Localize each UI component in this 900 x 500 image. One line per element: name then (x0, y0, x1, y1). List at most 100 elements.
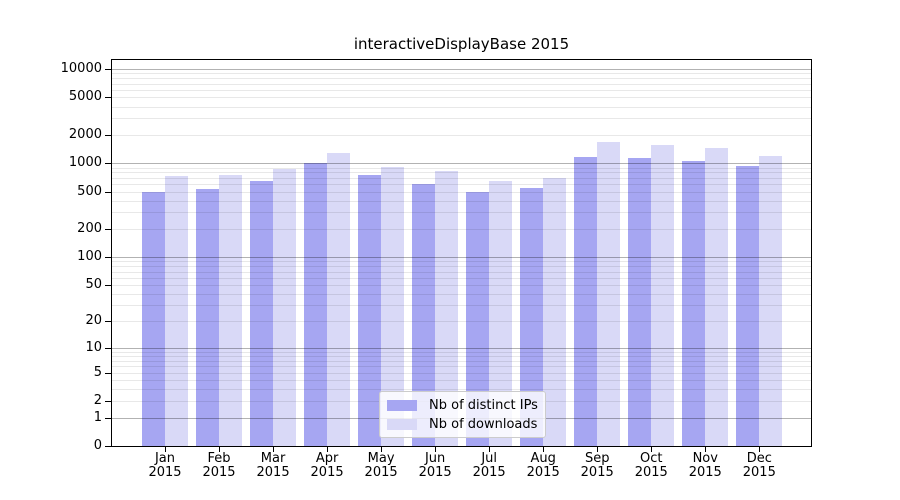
x-tick-mark (651, 447, 652, 452)
bar-distinct-ips-nov (682, 160, 706, 446)
y-tick-label-1000: 1000 (68, 155, 102, 171)
bar-downloads-jul (489, 180, 513, 446)
bar-downloads-mar (273, 169, 297, 446)
x-tick-mark (597, 447, 598, 452)
y-tick-label-20: 20 (85, 313, 102, 329)
bar-downloads-sep (597, 142, 621, 446)
year-label: 2015 (742, 465, 776, 480)
bar-downloads-feb (219, 175, 243, 446)
bar-distinct-ips-feb (196, 189, 220, 446)
x-tick-label-nov: Nov 2015 (673, 452, 737, 480)
bar-downloads-may (381, 167, 405, 446)
year-label: 2015 (202, 465, 236, 480)
month-label: Jun (424, 451, 446, 466)
x-tick-label-dec: Dec 2015 (727, 452, 791, 480)
year-label: 2015 (148, 465, 182, 480)
y-tick-mark (105, 347, 111, 349)
y-tick-mark (105, 69, 111, 71)
bar-distinct-ips-oct (628, 157, 652, 446)
bar-distinct-ips-apr (304, 163, 328, 446)
year-label: 2015 (418, 465, 452, 480)
x-tick-label-feb: Feb 2015 (187, 452, 251, 480)
plot-area: Nb of distinct IPs Nb of downloads (111, 59, 812, 447)
year-label: 2015 (472, 465, 506, 480)
x-tick-mark (327, 447, 328, 452)
bar-downloads-aug (543, 177, 567, 446)
y-tick-mark (105, 401, 111, 403)
month-label: Oct (639, 451, 663, 466)
month-label: Aug (530, 451, 556, 466)
y-tick-label-10000: 10000 (60, 61, 102, 77)
month-label: Feb (207, 451, 231, 466)
x-tick-mark (759, 447, 760, 452)
year-label: 2015 (580, 465, 614, 480)
bars-layer (112, 60, 811, 446)
year-label: 2015 (634, 465, 668, 480)
legend-label-downloads: Nb of downloads (429, 416, 538, 432)
y-tick-mark (105, 191, 111, 193)
y-tick-mark (105, 321, 111, 323)
x-tick-label-may: May 2015 (349, 452, 413, 480)
bar-distinct-ips-jun (412, 184, 436, 446)
x-tick-label-jan: Jan 2015 (133, 452, 197, 480)
y-tick-label-5000: 5000 (68, 89, 102, 105)
month-label: Jan (154, 451, 176, 466)
bar-distinct-ips-may (358, 175, 382, 446)
x-tick-label-jun: Jun 2015 (403, 452, 467, 480)
year-label: 2015 (256, 465, 290, 480)
x-tick-label-aug: Aug 2015 (511, 452, 575, 480)
y-tick-label-5: 5 (93, 364, 102, 380)
month-label: Sep (584, 451, 610, 466)
y-tick-mark (105, 446, 111, 447)
y-tick-mark (105, 257, 111, 259)
legend-swatch-downloads (387, 418, 417, 430)
x-tick-label-sep: Sep 2015 (565, 452, 629, 480)
bar-distinct-ips-jul (466, 191, 490, 446)
bar-distinct-ips-sep (574, 156, 598, 446)
bar-distinct-ips-aug (520, 187, 544, 446)
x-tick-mark (543, 447, 544, 452)
month-label: May (367, 451, 395, 466)
bar-distinct-ips-dec (736, 165, 760, 446)
x-tick-mark (219, 447, 220, 452)
x-tick-label-oct: Oct 2015 (619, 452, 683, 480)
y-tick-label-2000: 2000 (68, 126, 102, 142)
y-tick-mark (105, 285, 111, 287)
month-label: Nov (692, 451, 718, 466)
bar-distinct-ips-mar (250, 180, 274, 446)
y-tick-mark (105, 372, 111, 374)
y-tick-label-100: 100 (77, 249, 102, 265)
x-tick-mark (705, 447, 706, 452)
bar-downloads-nov (705, 148, 729, 446)
x-tick-label-jul: Jul 2015 (457, 452, 521, 480)
month-label: Dec (746, 451, 772, 466)
x-tick-label-mar: Mar 2015 (241, 452, 305, 480)
x-tick-mark (435, 447, 436, 452)
legend-item-downloads: Nb of downloads (387, 417, 538, 432)
y-tick-label-10: 10 (85, 339, 102, 355)
legend-swatch-distinct-ips (387, 399, 417, 411)
y-tick-mark (105, 163, 111, 165)
month-label: Mar (260, 451, 286, 466)
bar-distinct-ips-jan (142, 192, 165, 446)
y-tick-label-1: 1 (93, 409, 102, 425)
x-tick-mark (273, 447, 274, 452)
year-label: 2015 (688, 465, 722, 480)
y-tick-mark (105, 97, 111, 99)
legend: Nb of distinct IPs Nb of downloads (379, 391, 546, 438)
month-label: Jul (481, 451, 497, 466)
bar-downloads-dec (759, 155, 783, 446)
y-tick-label-0: 0 (93, 438, 102, 453)
month-label: Apr (315, 451, 339, 466)
y-tick-label-50: 50 (85, 277, 102, 293)
bar-downloads-apr (327, 152, 351, 446)
bar-downloads-jan (165, 175, 188, 446)
y-tick-label-2: 2 (93, 393, 102, 409)
y-tick-label-200: 200 (77, 221, 102, 236)
x-tick-mark (165, 447, 166, 452)
y-tick-label-500: 500 (77, 183, 102, 199)
chart-title: interactiveDisplayBase 2015 (353, 35, 570, 53)
bar-downloads-oct (651, 144, 675, 446)
year-label: 2015 (526, 465, 560, 480)
